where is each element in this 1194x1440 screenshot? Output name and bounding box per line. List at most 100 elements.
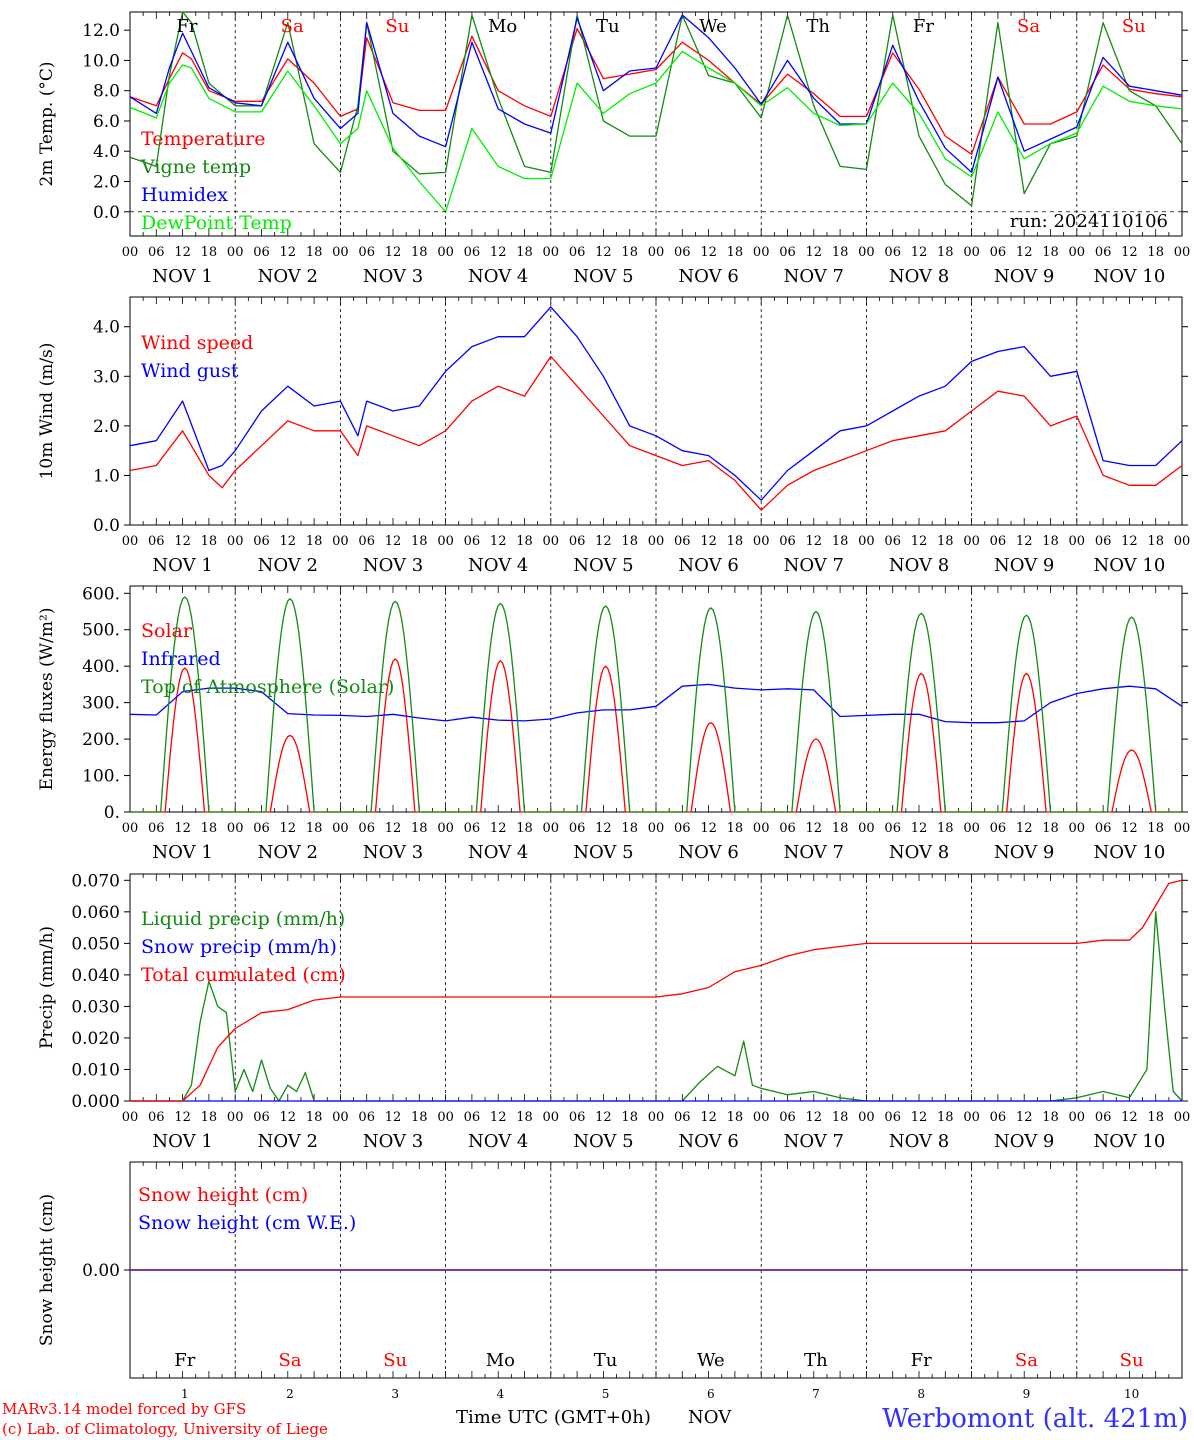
legend-entry: Solar bbox=[141, 620, 193, 642]
station-title: Werbomont (alt. 421m) bbox=[882, 1404, 1188, 1434]
hour-tick-label: 12 bbox=[1121, 821, 1138, 836]
hour-tick-label: 18 bbox=[1042, 534, 1059, 549]
hour-tick-label: 12 bbox=[490, 821, 507, 836]
hour-tick-label: 12 bbox=[1016, 245, 1033, 260]
hour-tick-label: 06 bbox=[990, 534, 1007, 549]
hour-tick-label: 18 bbox=[621, 245, 638, 260]
hour-tick-label: 12 bbox=[280, 534, 297, 549]
hour-tick-label: 06 bbox=[990, 821, 1007, 836]
y-tick-label: 0.040 bbox=[71, 966, 120, 986]
hour-tick-label: 06 bbox=[253, 245, 270, 260]
hour-tick-label: 12 bbox=[280, 245, 297, 260]
hour-tick-label: 06 bbox=[358, 245, 375, 260]
day-name-bottom: Fr bbox=[911, 1350, 932, 1371]
date-number: 8 bbox=[917, 1387, 925, 1401]
hour-tick-label: 00 bbox=[1174, 1110, 1191, 1125]
hour-tick-label: 00 bbox=[963, 821, 980, 836]
day-name-top: Sa bbox=[281, 16, 304, 37]
hour-tick-label: 00 bbox=[753, 821, 770, 836]
hour-tick-label: 06 bbox=[779, 245, 796, 260]
hour-tick-label: 12 bbox=[806, 821, 823, 836]
hour-tick-label: 18 bbox=[832, 1110, 849, 1125]
date-label: NOV 10 bbox=[1093, 842, 1165, 863]
series-line-vigne-temp bbox=[129, 11, 1183, 207]
date-label: NOV 7 bbox=[784, 555, 844, 576]
hour-tick-label: 18 bbox=[727, 821, 744, 836]
hour-tick-label: 00 bbox=[543, 245, 560, 260]
hour-tick-label: 12 bbox=[385, 1110, 402, 1125]
day-name-top: Th bbox=[806, 16, 830, 37]
legend-entry: Snow height (cm W.E.) bbox=[138, 1212, 356, 1234]
y-tick-label: 4.0 bbox=[93, 142, 120, 162]
hour-tick-label: 18 bbox=[727, 1110, 744, 1125]
date-label: NOV 2 bbox=[258, 555, 318, 576]
legend-entry: Liquid precip (mm/h) bbox=[141, 908, 345, 930]
hour-tick-label: 00 bbox=[858, 821, 875, 836]
hour-tick-label: 12 bbox=[1016, 534, 1033, 549]
hour-tick-label: 18 bbox=[832, 245, 849, 260]
day-name-top: Fr bbox=[176, 16, 197, 37]
y-tick-label: 0.030 bbox=[71, 997, 120, 1017]
day-name-top: Sa bbox=[1017, 16, 1040, 37]
y-tick-label: 10.0 bbox=[82, 51, 120, 71]
hour-tick-label: 00 bbox=[648, 245, 665, 260]
hour-tick-label: 18 bbox=[516, 821, 533, 836]
hour-tick-label: 12 bbox=[911, 821, 928, 836]
hour-tick-label: 00 bbox=[543, 1110, 560, 1125]
hour-tick-label: 12 bbox=[1121, 1110, 1138, 1125]
hour-tick-label: 00 bbox=[543, 534, 560, 549]
date-number: 10 bbox=[1124, 1387, 1139, 1401]
date-label: NOV 8 bbox=[889, 1131, 949, 1152]
date-label: NOV 3 bbox=[363, 1131, 423, 1152]
y-tick-label: 100. bbox=[82, 767, 120, 787]
hour-tick-label: 18 bbox=[201, 1110, 218, 1125]
hour-tick-label: 12 bbox=[174, 534, 191, 549]
date-number: 5 bbox=[602, 1387, 610, 1401]
hour-tick-label: 00 bbox=[332, 1110, 349, 1125]
hour-tick-label: 18 bbox=[832, 821, 849, 836]
hour-tick-label: 18 bbox=[516, 534, 533, 549]
date-label: NOV 1 bbox=[152, 555, 212, 576]
series-line-liquid-precip-mm-h- bbox=[130, 911, 1183, 1102]
hour-tick-label: 06 bbox=[990, 245, 1007, 260]
y-tick-label: 3.0 bbox=[93, 367, 120, 387]
y-axis-label: 10m Wind (m/s) bbox=[37, 343, 57, 480]
date-label: NOV 9 bbox=[994, 842, 1054, 863]
date-label: NOV 6 bbox=[678, 266, 738, 287]
hour-tick-label: 18 bbox=[411, 534, 428, 549]
hour-tick-label: 00 bbox=[1069, 1110, 1086, 1125]
date-label: NOV 9 bbox=[994, 555, 1054, 576]
hour-tick-label: 18 bbox=[516, 245, 533, 260]
date-label: NOV 10 bbox=[1093, 555, 1165, 576]
hour-tick-label: 12 bbox=[595, 821, 612, 836]
hour-tick-label: 00 bbox=[963, 1110, 980, 1125]
y-tick-label: 0.0 bbox=[93, 516, 120, 536]
hour-tick-label: 18 bbox=[306, 1110, 323, 1125]
y-tick-label: 0.00 bbox=[82, 1261, 120, 1281]
hour-tick-label: 18 bbox=[306, 534, 323, 549]
hour-tick-label: 06 bbox=[674, 1110, 691, 1125]
hour-tick-label: 18 bbox=[1147, 245, 1164, 260]
date-label: NOV 1 bbox=[152, 266, 212, 287]
hour-tick-label: 12 bbox=[385, 821, 402, 836]
hour-tick-label: 00 bbox=[648, 1110, 665, 1125]
y-tick-label: 0.000 bbox=[71, 1092, 120, 1112]
y-axis-label: Energy fluxes (W/m²) bbox=[37, 608, 57, 791]
footer-model: MARv3.14 model forced by GFS bbox=[2, 1400, 246, 1418]
hour-tick-label: 06 bbox=[358, 534, 375, 549]
hour-tick-label: 00 bbox=[1174, 245, 1191, 260]
date-number: 1 bbox=[181, 1387, 189, 1401]
hour-tick-label: 12 bbox=[595, 1110, 612, 1125]
y-tick-label: 0.070 bbox=[71, 871, 120, 891]
date-label: NOV 2 bbox=[258, 1131, 318, 1152]
hour-tick-label: 18 bbox=[621, 1110, 638, 1125]
hour-tick-label: 00 bbox=[1069, 245, 1086, 260]
y-tick-label: 500. bbox=[82, 621, 120, 641]
hour-tick-label: 06 bbox=[569, 534, 586, 549]
hour-tick-label: 06 bbox=[884, 1110, 901, 1125]
hour-tick-label: 00 bbox=[227, 821, 244, 836]
day-name-top: Su bbox=[1122, 16, 1146, 37]
series-line-wind-speed bbox=[129, 355, 1183, 511]
legend-entry: Wind gust bbox=[141, 360, 239, 382]
hour-tick-label: 12 bbox=[595, 245, 612, 260]
